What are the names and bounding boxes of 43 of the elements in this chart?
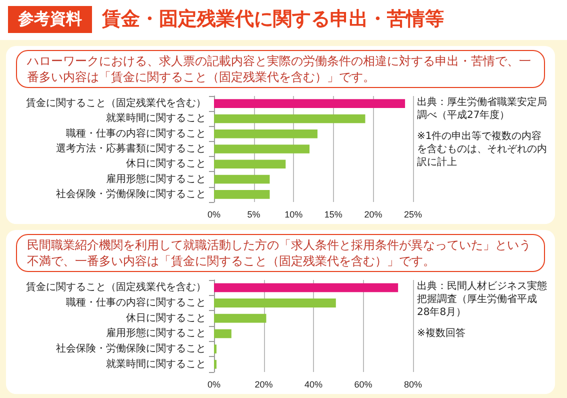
bar	[214, 144, 310, 154]
bar	[214, 114, 366, 124]
y-tick-label: 職種・仕事の内容に関すること	[66, 127, 206, 140]
y-tick-label: 休日に関すること	[126, 158, 206, 170]
x-tick-label: 25%	[404, 210, 422, 220]
y-tick-label: 雇用形態に関すること	[106, 327, 206, 340]
chart-subtitle: 民間職業紹介機関を利用して就職活動した方の「求人条件と採用条件が異なっていた」という不満で、一番多い内容は「賃金に関すること（固定残業代を含む）」です。	[16, 234, 545, 272]
y-tick-label: 雇用形態に関すること	[106, 172, 206, 185]
bar	[214, 283, 398, 292]
source-note: 出典：厚生労働省職業安定局調べ（平成27年度）	[417, 96, 548, 122]
chart-title: 賃金・固定残業代に関する申出・苦情等	[102, 7, 444, 32]
text: ※複数回答	[417, 327, 466, 340]
bar	[214, 190, 270, 199]
x-tick-label: 0%	[207, 380, 221, 390]
text: 参考資料	[8, 6, 92, 32]
x-tick-label: 5%	[247, 210, 260, 220]
x-tick-label: 40%	[304, 380, 323, 390]
y-tick-label: 就業時間に関すること	[106, 112, 206, 124]
x-tick-label: 60%	[354, 380, 372, 390]
bar	[214, 129, 318, 138]
source-note: 出典：民間人材ビジネス実態把握調査（厚生労働省平成28年8月）	[417, 280, 548, 319]
x-tick-label: 10%	[284, 210, 303, 220]
bar	[214, 99, 406, 108]
y-tick-label: 職種・仕事の内容に関すること	[66, 296, 206, 308]
text: ※1件の申出等で複数の内容を含むものは、それぞれの内訳に計上	[417, 130, 548, 169]
chart-subtitle: ハローワークにおける、求人票の記載内容と実際の労働条件の相違に対する申出・苦情で、一番多い内容は「賃金に関すること（固定残業代を含む）」です。	[16, 50, 545, 88]
y-tick-label: 社会保険・労働保険に関すること	[56, 342, 206, 354]
bar	[214, 174, 270, 184]
x-tick-label: 15%	[324, 210, 342, 220]
x-tick-label: 80%	[404, 380, 422, 390]
bar	[214, 329, 232, 338]
bar	[214, 314, 266, 323]
x-tick-label: 20%	[364, 210, 382, 220]
x-tick-label: 0%	[207, 210, 221, 220]
bar	[214, 298, 336, 308]
y-tick-label: 休日に関すること	[126, 312, 206, 324]
y-tick-label: 社会保険・労働保険に関すること	[56, 188, 206, 200]
y-tick-label: 選考方法・応募書類に関すること	[56, 142, 206, 154]
x-tick-label: 20%	[254, 380, 273, 390]
y-tick-label: 賃金に関すること（固定残業代を含む）	[26, 281, 206, 294]
bar	[214, 160, 286, 169]
y-tick-label: 賃金に関すること（固定残業代を含む）	[26, 97, 206, 110]
y-tick-label: 就業時間に関すること	[106, 358, 206, 370]
